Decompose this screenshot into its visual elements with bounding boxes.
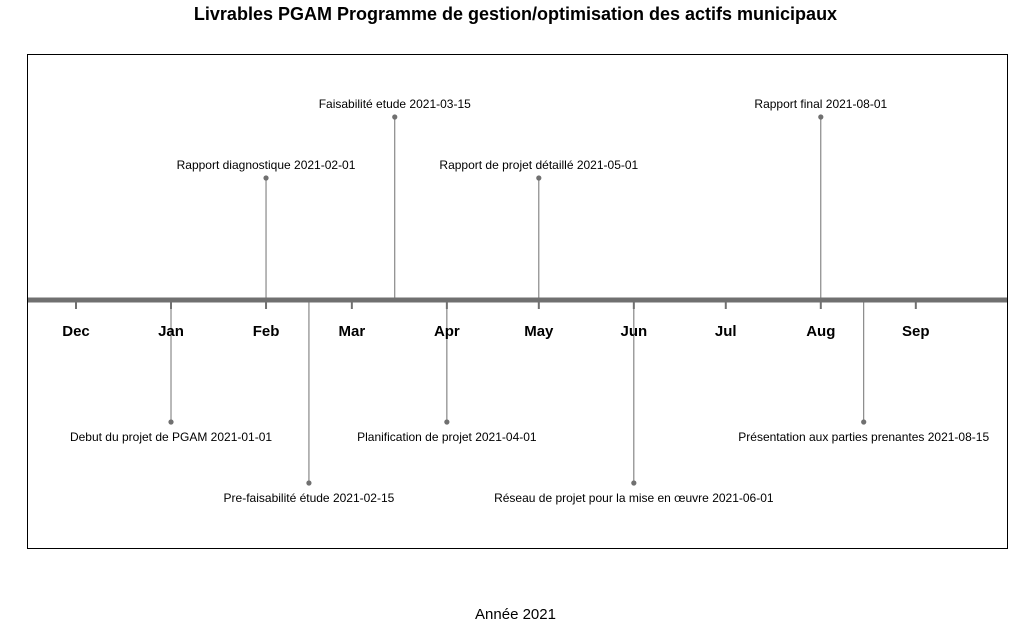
event-point: [631, 480, 637, 486]
month-tick-label: Jul: [715, 323, 737, 340]
event-point: [392, 114, 398, 120]
month-tick-label: Apr: [434, 323, 460, 340]
event-label: Présentation aux parties prenantes 2021-…: [738, 430, 989, 444]
month-tick-label: Aug: [806, 323, 835, 340]
month-tick-label: Jan: [158, 323, 184, 340]
event-point: [536, 175, 542, 181]
event-point: [306, 480, 312, 486]
event-label: Debut du projet de PGAM 2021-01-01: [70, 430, 272, 444]
event-point: [168, 419, 174, 425]
event-stems-group: [168, 114, 867, 486]
event-label: Faisabilité etude 2021-03-15: [319, 97, 471, 111]
month-tick-label: Jun: [620, 323, 647, 340]
event-labels-group: Debut du projet de PGAM 2021-01-01 Rappor…: [70, 97, 989, 505]
event-point: [818, 114, 824, 120]
event-label: Planification de projet 2021-04-01: [357, 430, 537, 444]
month-tick-label: Mar: [339, 323, 366, 340]
month-tick-label: May: [524, 323, 554, 340]
x-axis-label: Année 2021: [475, 606, 556, 623]
month-ticks-group: Dec Jan Feb Mar Apr May Jun Jul Aug Sep: [62, 300, 930, 340]
event-label: Rapport diagnostique 2021-02-01: [177, 158, 356, 172]
month-tick-label: Feb: [253, 323, 280, 340]
month-tick-label: Dec: [62, 323, 90, 340]
plot-frame: [27, 54, 1008, 549]
event-label: Rapport de projet détaillé 2021-05-01: [439, 158, 638, 172]
event-point: [861, 419, 867, 425]
event-point: [263, 175, 269, 181]
month-tick-label: Sep: [902, 323, 930, 340]
chart-title: Livrables PGAM Programme de gestion/opti…: [193, 4, 838, 24]
event-label: Pre-faisabilité étude 2021-02-15: [224, 491, 395, 505]
event-point: [444, 419, 450, 425]
event-label: Réseau de projet pour la mise en œuvre 2…: [494, 491, 774, 505]
event-label: Rapport final 2021-08-01: [754, 97, 887, 111]
